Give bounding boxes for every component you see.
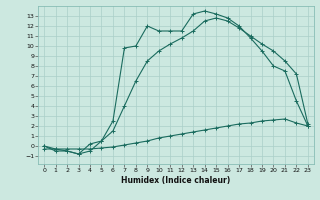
X-axis label: Humidex (Indice chaleur): Humidex (Indice chaleur)	[121, 176, 231, 185]
